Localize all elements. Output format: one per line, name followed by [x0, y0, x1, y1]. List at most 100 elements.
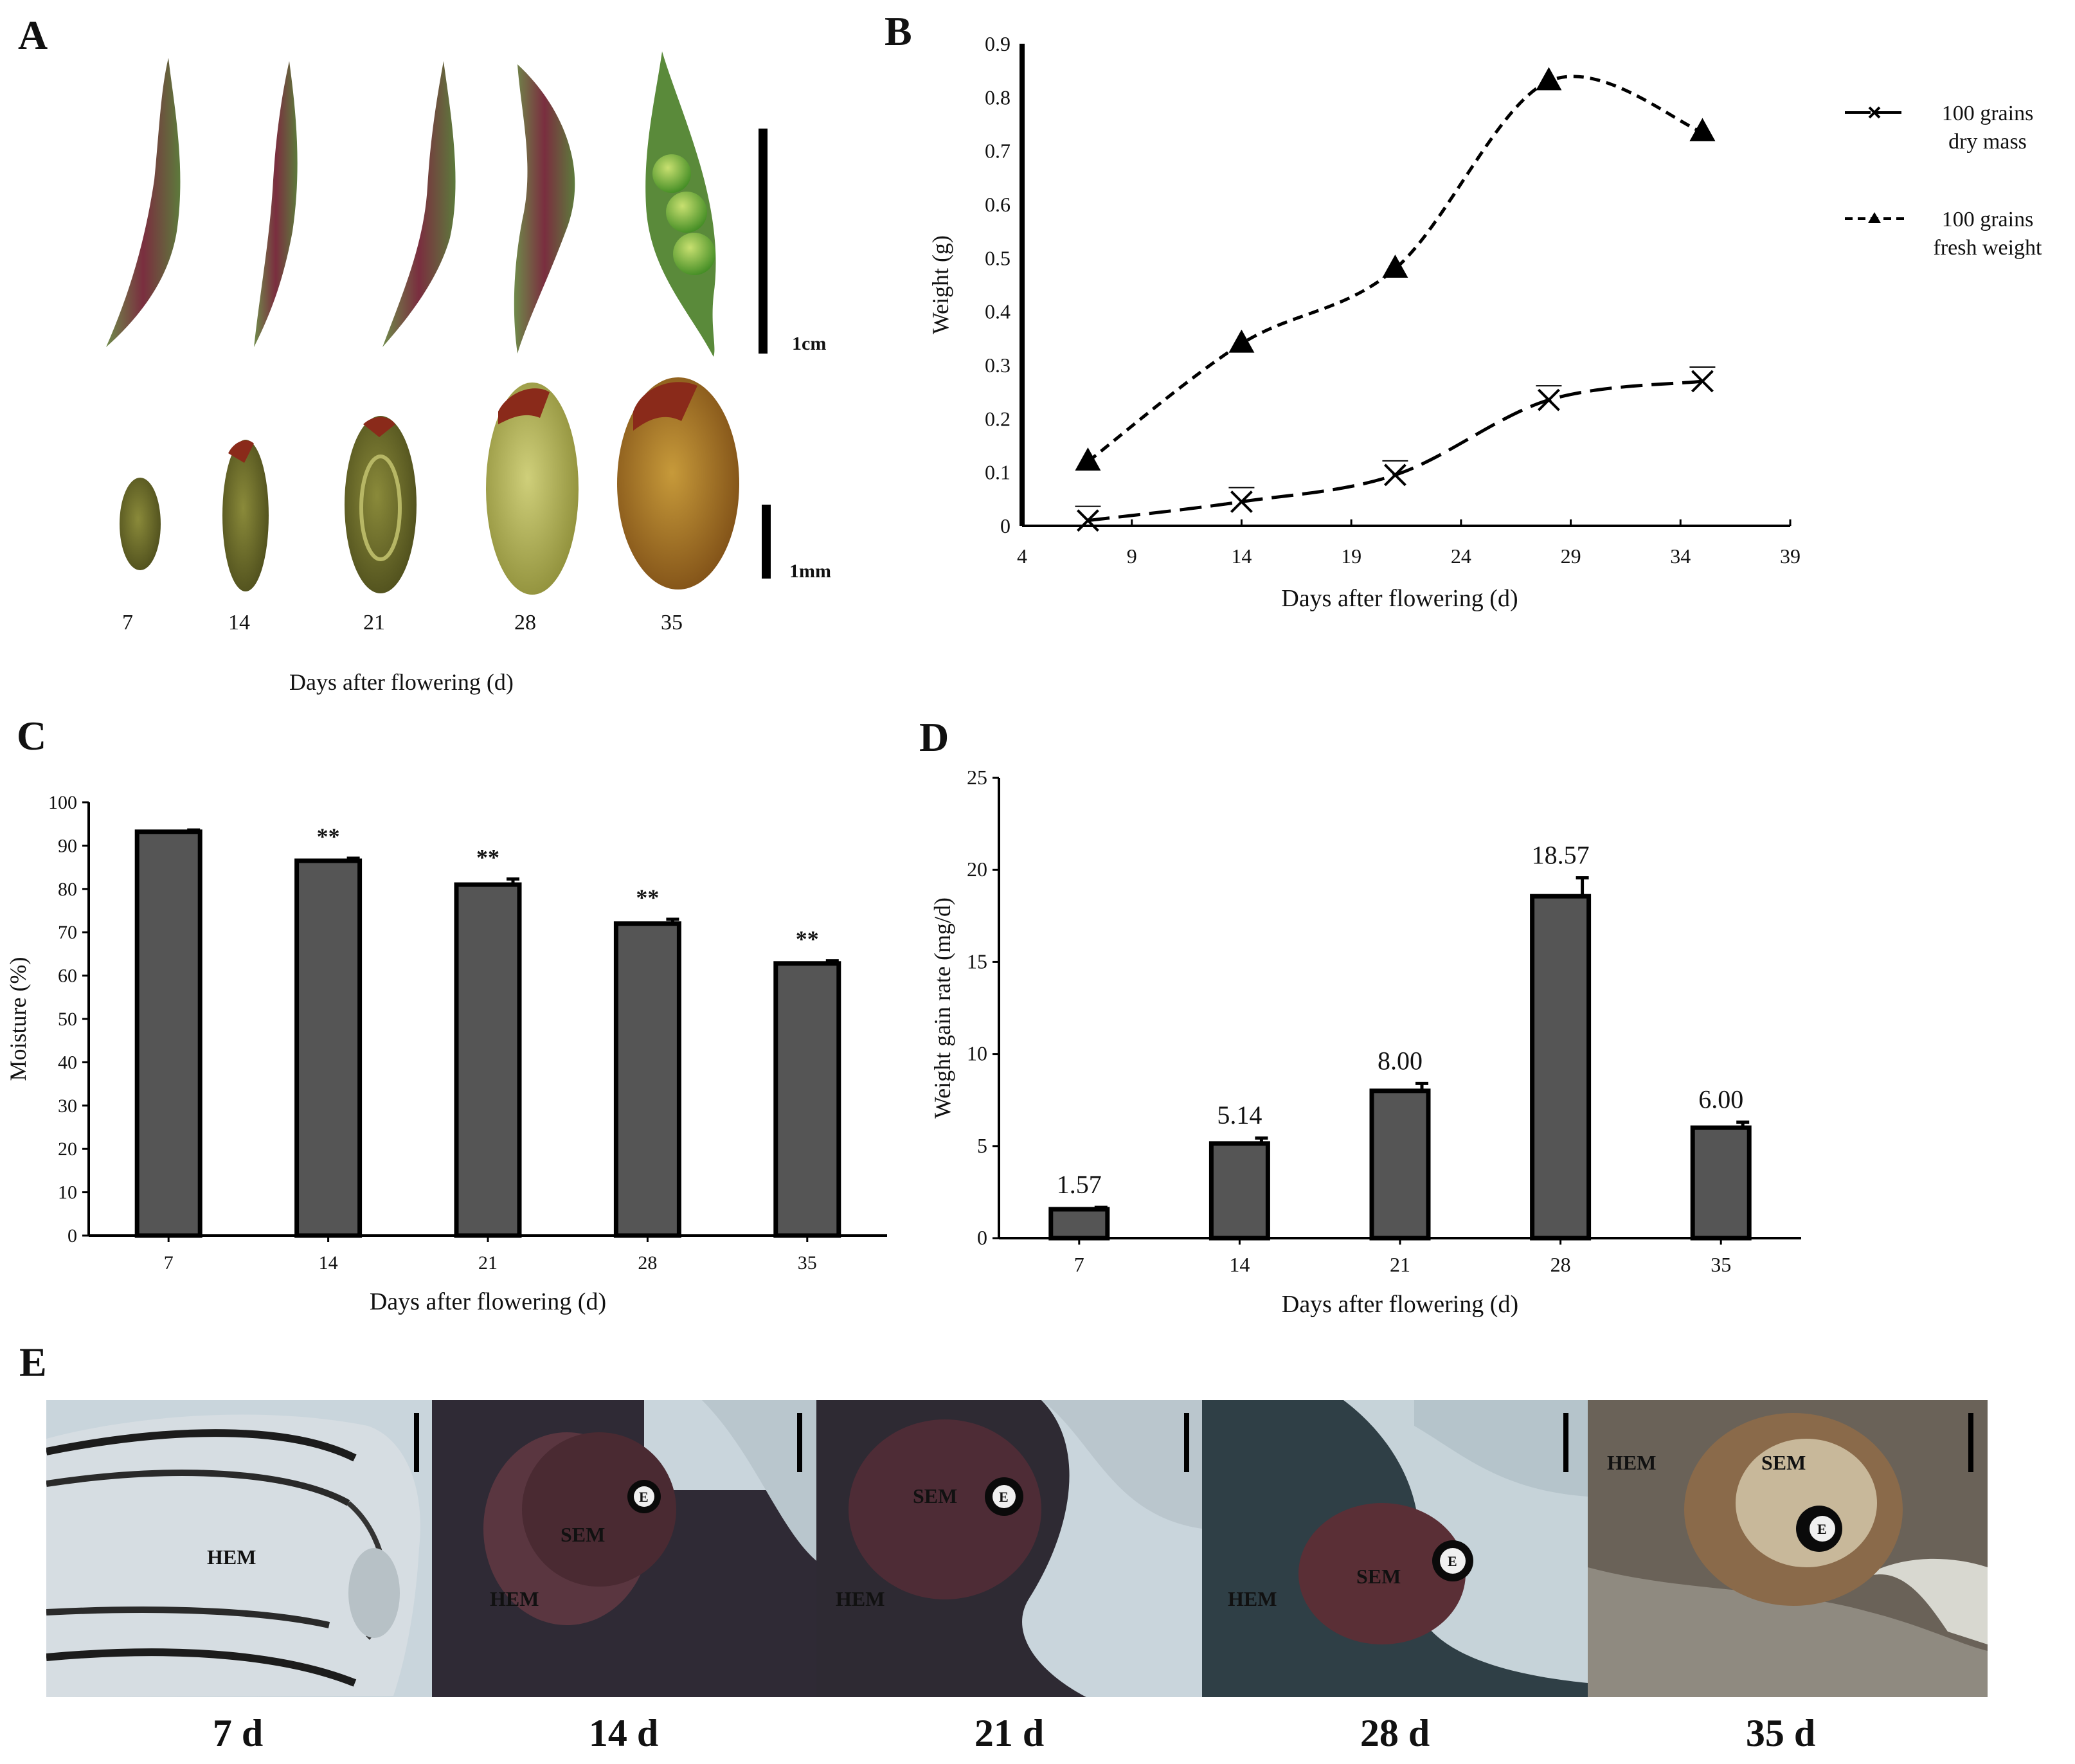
- chart-b: 4 9 14 19 24 29 34 39 0 0.1 0.2 0.3 0.4 0.5 0.6 0.7 0.8 0…: [928, 32, 2042, 612]
- panel-a-letter: A: [18, 12, 48, 58]
- x-axis-title: Days after flowering (d): [370, 1288, 606, 1315]
- panel-a-day-28: 28: [514, 611, 536, 634]
- y-tick-label: 0.9: [985, 32, 1011, 55]
- bar-14: [294, 858, 363, 1238]
- panel-a-photos: [106, 51, 771, 595]
- y-tick-label: 0.3: [985, 354, 1011, 377]
- bar-35: [773, 961, 841, 1238]
- y-tick-label: 5: [977, 1134, 987, 1157]
- micrograph-21d: E SEM HEM: [816, 1400, 1202, 1697]
- chart-d: 0 5 10 15 20 25 7 1.57 14 5.14 21 8.00 28 18.57 35 6.00…: [930, 766, 1801, 1318]
- series-line-fresh-weight: [1086, 75, 1703, 463]
- error-bar-14: [1255, 1136, 1268, 1144]
- legend-label-line1: 100 grains: [1942, 102, 2034, 125]
- y-axis-title: Weight (g): [928, 235, 953, 334]
- y-tick-label: 30: [58, 1095, 77, 1117]
- label-hem-35d: HEM: [1607, 1451, 1656, 1474]
- x-tick-label: 7: [164, 1252, 174, 1274]
- x-tick-label: 9: [1127, 544, 1137, 568]
- x-tick-label: 24: [1451, 544, 1471, 568]
- error-bar-7: [187, 828, 201, 832]
- bar-35: [1690, 1125, 1752, 1241]
- x-tick-label: 19: [1341, 544, 1361, 568]
- x-axis-title: Days after flowering (d): [1281, 585, 1518, 612]
- seed-day-21: [345, 416, 417, 593]
- y-tick-label: 0.6: [985, 193, 1011, 216]
- error-bar-35: [825, 959, 839, 964]
- x-tick-label: 28: [638, 1252, 657, 1274]
- seed-day-7: [120, 478, 161, 570]
- data-point-fresh-weight-28: [1536, 67, 1562, 91]
- panel-c-letter: C: [17, 713, 47, 759]
- y-axis-title: Moisture (%): [5, 957, 31, 1081]
- x-tick-label: 14: [319, 1252, 338, 1274]
- label-hem-21d: HEM: [836, 1587, 885, 1610]
- panel-a-day-14: 14: [228, 611, 250, 634]
- y-tick-label: 0.1: [985, 461, 1011, 484]
- seed-day-28: [486, 382, 579, 595]
- data-point-dry-mass-28: [1536, 385, 1562, 411]
- y-tick-label: 10: [58, 1182, 77, 1203]
- micrograph-28d: E SEM HEM: [1202, 1400, 1588, 1697]
- value-label-28: 18.57: [1532, 841, 1590, 870]
- day-label-14d: 14 d: [588, 1712, 659, 1754]
- data-point-fresh-weight-21: [1382, 255, 1408, 278]
- day-label-28d: 28 d: [1360, 1712, 1430, 1754]
- data-point-dry-mass-7: [1075, 505, 1101, 532]
- bar-28: [613, 921, 681, 1238]
- data-point-dry-mass-21: [1382, 460, 1408, 487]
- panel-a-xlabel: Days after flowering (d): [289, 669, 514, 695]
- data-point-fresh-weight-7: [1075, 447, 1101, 471]
- pod-day-28: [514, 64, 575, 354]
- x-tick-label: 29: [1561, 544, 1581, 568]
- y-tick-label: 100: [48, 792, 77, 813]
- data-point-fresh-weight-14: [1228, 329, 1255, 353]
- y-tick-label: 60: [58, 966, 77, 987]
- x-axis-title: Days after flowering (d): [1282, 1291, 1518, 1318]
- label-hem-14d: HEM: [490, 1587, 539, 1610]
- label-e-21d: E: [999, 1489, 1009, 1505]
- x-tick-label: 35: [1711, 1253, 1731, 1276]
- bar-21: [454, 882, 522, 1238]
- error-bar-28: [666, 917, 679, 924]
- micrograph-35d: E SEM HEM: [1588, 1400, 1988, 1697]
- x-tick-label: 4: [1017, 544, 1027, 568]
- label-e-14d: E: [639, 1489, 649, 1505]
- y-tick-label: 0: [67, 1225, 77, 1246]
- x-tick-label: 21: [478, 1252, 498, 1274]
- y-tick-label: 0.4: [985, 300, 1011, 323]
- y-tick-label: 70: [58, 922, 77, 943]
- x-tick-label: 35: [798, 1252, 817, 1274]
- y-tick-label: 15: [967, 950, 987, 973]
- value-label-21: 8.00: [1378, 1046, 1423, 1075]
- value-label-14: 5.14: [1217, 1101, 1262, 1130]
- y-tick-label: 20: [58, 1138, 77, 1160]
- x-tick-label: 39: [1780, 544, 1801, 568]
- y-tick-label: 80: [58, 879, 77, 900]
- panel-a-day-21: 21: [363, 611, 385, 634]
- legend-label-line2: dry mass: [1948, 130, 2027, 154]
- y-tick-label: 0: [977, 1226, 987, 1249]
- y-tick-label: 0: [1000, 514, 1011, 537]
- label-sem-28d: SEM: [1356, 1565, 1401, 1588]
- label-e-28d: E: [1448, 1553, 1457, 1569]
- bar-14: [1208, 1141, 1270, 1241]
- panel-d-letter: D: [919, 714, 949, 760]
- y-tick-label: 25: [967, 766, 987, 789]
- error-bar-21: [1415, 1081, 1428, 1091]
- significance-mark-14: **: [317, 824, 340, 849]
- value-label-35: 6.00: [1698, 1085, 1743, 1114]
- panel-b-letter: B: [885, 8, 912, 54]
- day-label-7d: 7 d: [212, 1712, 264, 1754]
- y-axis-title: Weight gain rate (mg/d): [930, 897, 955, 1119]
- day-label-35d: 35 d: [1745, 1712, 1816, 1754]
- seed-day-14: [222, 440, 269, 591]
- label-e-35d: E: [1817, 1521, 1827, 1537]
- x-tick-label: 14: [1229, 1253, 1250, 1276]
- pod-day-21: [382, 61, 456, 347]
- series-line-dry-mass: [1088, 379, 1703, 523]
- y-tick-label: 0.2: [985, 407, 1011, 430]
- bar-7: [1048, 1207, 1110, 1241]
- error-bar-14: [346, 856, 360, 861]
- y-tick-label: 90: [58, 835, 77, 856]
